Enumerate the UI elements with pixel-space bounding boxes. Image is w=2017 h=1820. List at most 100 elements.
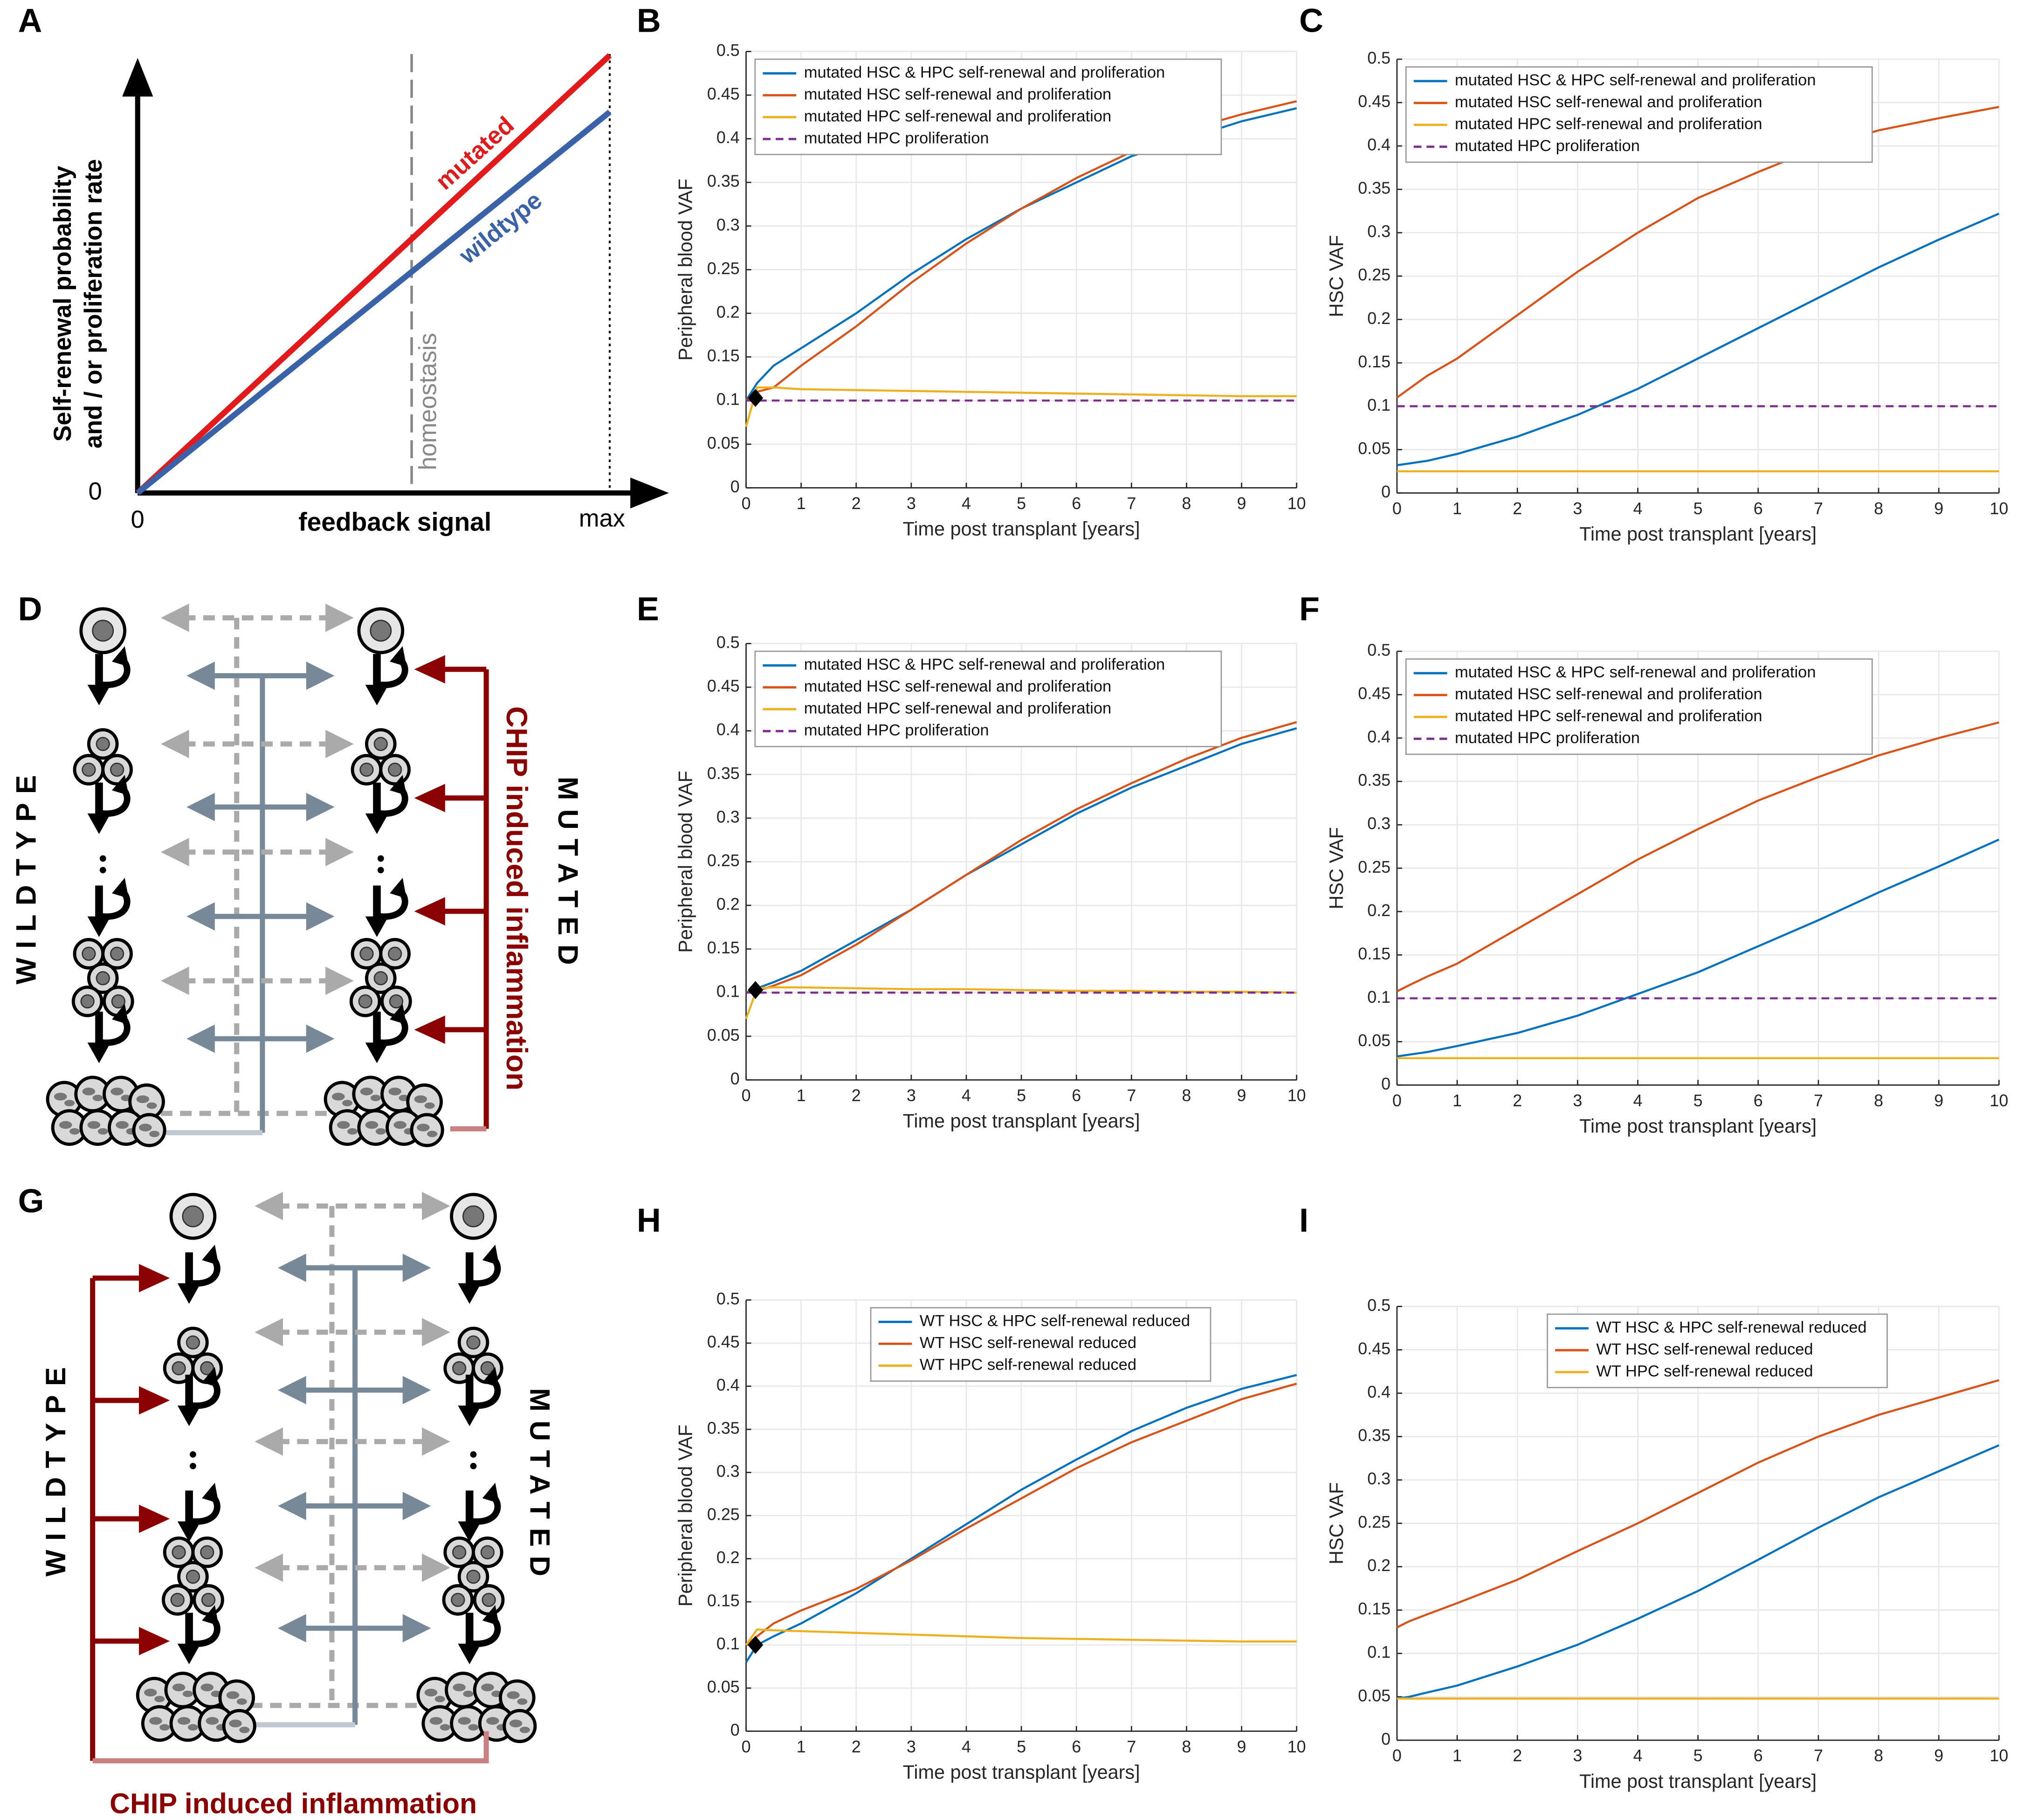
nucleus bbox=[172, 1683, 186, 1691]
x-tick-label: 9 bbox=[1237, 494, 1246, 513]
nucleus bbox=[452, 1545, 467, 1559]
nucleus bbox=[347, 1128, 358, 1135]
y-tick-label: 0.25 bbox=[707, 1505, 740, 1524]
y-tick-label: 0.3 bbox=[1367, 222, 1391, 241]
legend-label: mutated HSC & HPC self-renewal and proli… bbox=[1455, 663, 1816, 681]
y-tick-label: 0.15 bbox=[1358, 1599, 1391, 1618]
x-tick-label: 10 bbox=[1287, 1086, 1306, 1105]
x-tick-label: 8 bbox=[1874, 1091, 1883, 1110]
x-tick-label: 0 bbox=[1392, 1746, 1402, 1765]
y-tick-label: 0 bbox=[730, 1721, 740, 1739]
inflammation-arrow-head bbox=[139, 1627, 170, 1655]
x-tick-label: 9 bbox=[1237, 1737, 1246, 1756]
nucleus bbox=[466, 1335, 481, 1350]
self-renewal-arrow-head bbox=[202, 1367, 219, 1388]
self-renewal-arrow-head bbox=[112, 646, 129, 667]
y-tick-label: 0.4 bbox=[716, 128, 740, 147]
nucleus bbox=[172, 1545, 186, 1559]
y-tick-label: 0.5 bbox=[716, 41, 740, 60]
division-arrow-head bbox=[177, 1643, 201, 1664]
nucleus bbox=[424, 1689, 438, 1696]
division-arrow-head bbox=[458, 1405, 482, 1427]
x-tick-label: 5 bbox=[1017, 1737, 1026, 1756]
x-tick-label: 8 bbox=[1182, 1086, 1191, 1105]
legend-label: WT HSC & HPC self-renewal reduced bbox=[1596, 1318, 1866, 1336]
legend: WT HSC & HPC self-renewal reduced WT HSC … bbox=[1547, 1313, 1888, 1388]
nucleus bbox=[226, 1691, 240, 1699]
x-tick-label: 6 bbox=[1072, 1737, 1081, 1756]
y-tick-label: 0.1 bbox=[716, 1634, 740, 1653]
nucleus bbox=[144, 1689, 157, 1696]
axis-arrow bbox=[630, 477, 669, 509]
legend: mutated HSC & HPC self-renewal and proli… bbox=[1405, 66, 1873, 163]
y-axis-label: HSC VAF bbox=[1326, 1482, 1347, 1564]
nucleus bbox=[370, 620, 392, 642]
y-tick-label: 0.1 bbox=[1367, 1643, 1391, 1661]
division-arrow-head bbox=[365, 813, 389, 834]
y-tick-label: 0.2 bbox=[716, 303, 740, 321]
x-tick-label: 0 bbox=[742, 1737, 751, 1756]
nucleus bbox=[466, 1569, 481, 1584]
y-tick-label: 0.2 bbox=[716, 895, 740, 914]
nucleus bbox=[82, 1088, 96, 1096]
legend-label: mutated HPC self-renewal and proliferati… bbox=[1455, 707, 1762, 725]
y-tick-label: 0.5 bbox=[1367, 48, 1391, 67]
x-axis-label: Time post transplant [years] bbox=[903, 1110, 1140, 1131]
nucleus bbox=[182, 1690, 193, 1697]
series-line bbox=[1397, 213, 2000, 467]
x-tick-label: 7 bbox=[1127, 494, 1136, 513]
y-axis-label: Peripheral blood VAF bbox=[675, 179, 696, 360]
x-tick-label: 6 bbox=[1072, 494, 1081, 513]
x-tick-label: 10 bbox=[1989, 499, 2008, 518]
nucleus bbox=[229, 1719, 242, 1728]
division-arrow-head bbox=[87, 1042, 111, 1063]
nucleus bbox=[206, 1717, 219, 1725]
legend-label: mutated HSC self-renewal and proliferati… bbox=[804, 85, 1112, 103]
y-tick-label: 0.3 bbox=[1367, 1469, 1391, 1488]
nucleus bbox=[517, 1698, 528, 1705]
series-line bbox=[1396, 721, 1999, 993]
nucleus bbox=[373, 971, 388, 986]
signal-arrow-head bbox=[255, 1192, 283, 1220]
x-axis-label: Time post transplant [years] bbox=[1579, 1771, 1817, 1792]
inflammation-arrow-head bbox=[414, 655, 445, 684]
y-tick-label: 0.25 bbox=[1358, 858, 1391, 876]
y-axis-label: HSC VAF bbox=[1326, 235, 1347, 317]
panel-label: E bbox=[637, 590, 659, 627]
x-tick-label: 3 bbox=[907, 494, 916, 513]
x-tick-label: 6 bbox=[1072, 1086, 1081, 1105]
legend-label: mutated HSC self-renewal and proliferati… bbox=[1455, 685, 1762, 703]
nucleus bbox=[82, 762, 96, 777]
x-tick-label: 1 bbox=[1453, 1091, 1462, 1110]
ellipsis bbox=[377, 867, 384, 874]
x-axis-label: Time post transplant [years] bbox=[1579, 523, 1817, 545]
series-line bbox=[745, 1374, 1297, 1663]
x-tick-label: 1 bbox=[797, 494, 806, 513]
nucleus bbox=[159, 1724, 170, 1731]
legend-label: mutated HPC proliferation bbox=[804, 721, 989, 739]
division-arrow-head bbox=[177, 1405, 201, 1427]
series-line bbox=[1397, 1444, 2000, 1700]
nucleus bbox=[239, 1726, 250, 1733]
legend-label: WT HPC self-renewal reduced bbox=[920, 1356, 1136, 1373]
legend-box bbox=[1547, 1313, 1888, 1388]
self-renewal-arrow-head bbox=[482, 1244, 499, 1266]
x-tick-label: 9 bbox=[1934, 1746, 1943, 1765]
legend-label: mutated HSC & HPC self-renewal and proli… bbox=[804, 656, 1165, 674]
division-arrow-head bbox=[177, 1521, 201, 1542]
nucleus bbox=[427, 1131, 438, 1138]
legend-label: mutated HPC proliferation bbox=[1455, 137, 1640, 155]
legend-label: mutated HPC self-renewal and proliferati… bbox=[1455, 115, 1762, 133]
signal-arrow-head bbox=[160, 603, 189, 632]
x-tick-label: 5 bbox=[1693, 1091, 1703, 1110]
nucleus bbox=[393, 1121, 407, 1129]
y-tick-label: 0.1 bbox=[1367, 396, 1391, 414]
legend-label: mutated HPC self-renewal and proliferati… bbox=[804, 699, 1112, 717]
x-axis-label: Time post transplant [years] bbox=[903, 1762, 1140, 1783]
panel-label: H bbox=[637, 1202, 661, 1239]
self-renewal-arrow-head bbox=[482, 1482, 499, 1503]
y-tick-label: 0.3 bbox=[716, 807, 740, 826]
nucleus bbox=[359, 946, 374, 961]
self-renewal-arrow-head bbox=[390, 877, 407, 899]
division-arrow-head bbox=[87, 813, 111, 834]
